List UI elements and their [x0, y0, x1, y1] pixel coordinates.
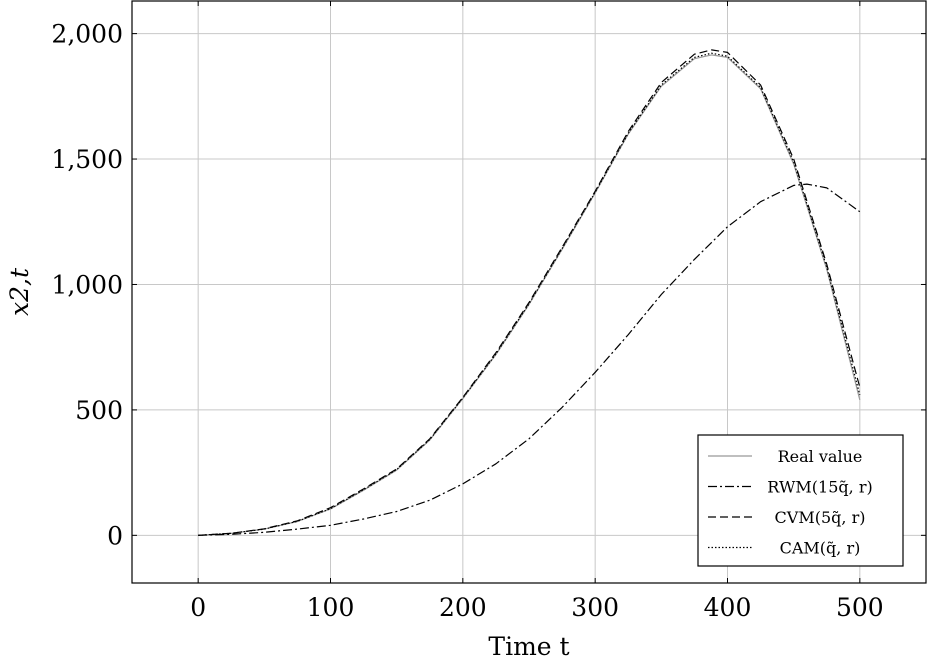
x-tick-label-5: 500 — [836, 593, 884, 622]
series-layer — [198, 49, 861, 536]
series-line-1 — [198, 183, 861, 536]
x-tick-label-3: 300 — [571, 593, 619, 622]
ticks — [132, 1, 926, 583]
legend-label-1: RWM(15q̃, r) — [767, 478, 872, 497]
y-tick-label-4: 2,000 — [51, 20, 123, 49]
x-tick-label-0: 0 — [190, 593, 206, 622]
y-axis-title: x2,t — [5, 267, 34, 316]
x-tick-label-2: 200 — [439, 593, 487, 622]
legend-label-0: Real value — [778, 447, 863, 466]
legend-label-3: CAM(q̃, r) — [780, 539, 861, 558]
series-line-3 — [198, 52, 861, 536]
legend-items: Real value RWM(15q̃, r) CVM(5q̃, r) CAM(q̃,… — [708, 447, 873, 558]
x-tick-label-4: 400 — [704, 593, 752, 622]
y-tick-label-3: 1,500 — [51, 145, 123, 174]
plot-frame — [131, 0, 927, 584]
legend-label-2: CVM(5q̃, r) — [775, 508, 866, 527]
y-tick-label-2: 1,000 — [51, 270, 123, 299]
x-tick-label-1: 100 — [307, 593, 355, 622]
x-axis-title: Time t — [488, 632, 569, 661]
y-tick-label-1: 500 — [75, 396, 123, 425]
legend: Real value RWM(15q̃, r) CVM(5q̃, r) CAM(q̃,… — [697, 434, 904, 567]
legend-box — [697, 434, 904, 567]
series-line-2 — [198, 49, 861, 536]
y-tick-label-0: 0 — [107, 521, 123, 550]
tick-labels: 0 100 200 300 400 500 0 500 1,000 1,500 2,000 — [51, 20, 883, 622]
series-line-0 — [198, 54, 861, 536]
